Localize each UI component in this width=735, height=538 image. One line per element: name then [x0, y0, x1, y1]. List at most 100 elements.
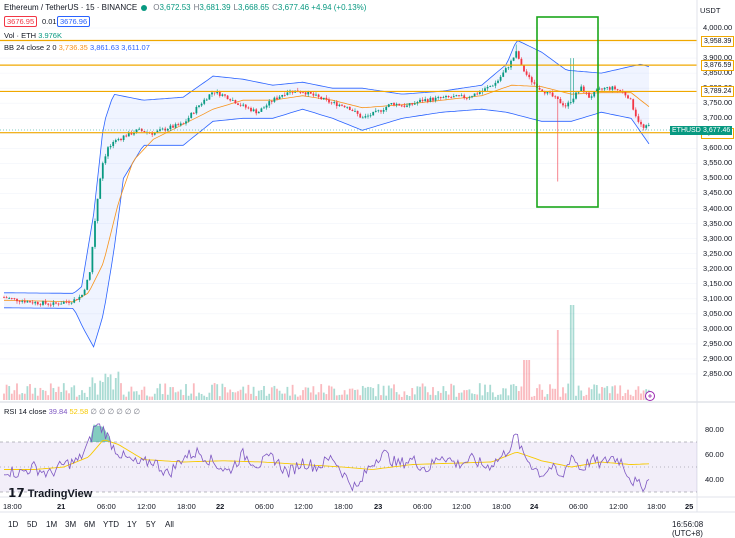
- range-button-6m[interactable]: 6M: [84, 520, 96, 529]
- candle-body: [244, 104, 247, 108]
- volume-bar: [588, 387, 590, 400]
- volume-bar: [346, 394, 349, 400]
- candle-body: [317, 94, 320, 97]
- level-tag: 3,958.39: [701, 35, 735, 47]
- volume-bar: [161, 394, 164, 400]
- volume-bar: [13, 390, 16, 400]
- volume-bar: [554, 388, 557, 400]
- candle-body: [619, 89, 622, 91]
- low-label: L: [233, 3, 238, 12]
- volume-bar: [325, 394, 328, 400]
- volume-bar: [398, 394, 401, 400]
- candle-body: [117, 138, 120, 141]
- range-button-3m[interactable]: 3M: [65, 520, 77, 529]
- volume-bar: [507, 395, 510, 400]
- candle-body: [452, 96, 455, 98]
- volume-bar: [18, 394, 21, 400]
- candle-body: [463, 95, 466, 99]
- volume-bar: [5, 384, 8, 400]
- range-button-all[interactable]: All: [165, 520, 174, 529]
- candle-body: [182, 123, 185, 125]
- price-tick: 3,700.00: [703, 113, 733, 123]
- candle-body: [647, 124, 650, 126]
- volume-bar: [242, 386, 245, 400]
- candle-body: [78, 296, 81, 300]
- range-button-1y[interactable]: 1Y: [127, 520, 137, 529]
- volume-bar: [195, 396, 198, 400]
- candle-body: [562, 103, 564, 106]
- candle-body: [55, 302, 57, 304]
- candle-body: [624, 92, 627, 96]
- volume-bar: [520, 386, 523, 400]
- candle-body: [322, 97, 325, 100]
- time-tick: 18:00: [492, 502, 511, 511]
- buy-price-button[interactable]: 3676.96: [57, 16, 91, 27]
- range-button-5y[interactable]: 5Y: [146, 520, 156, 529]
- price-tick: 3,750.00: [703, 98, 733, 108]
- candle-body: [580, 86, 583, 92]
- volume-bar: [57, 386, 60, 400]
- candle-body: [86, 279, 89, 290]
- volume-bar: [23, 393, 26, 400]
- range-button-ytd[interactable]: YTD: [103, 520, 119, 529]
- volume-bar: [406, 394, 408, 400]
- candle-body: [419, 99, 421, 103]
- candle-body: [330, 102, 333, 104]
- rsi-ma-line: [4, 439, 650, 470]
- candle-body: [265, 105, 268, 108]
- volume-bar: [99, 380, 102, 400]
- volume-bar: [83, 392, 86, 400]
- volume-bar: [429, 394, 432, 400]
- price-tick: 2,850.00: [703, 368, 733, 378]
- volume-bar: [172, 387, 174, 400]
- range-button-5d[interactable]: 5D: [27, 520, 38, 529]
- price-tick: 3,550.00: [703, 158, 733, 168]
- volume-bar: [517, 391, 520, 400]
- volume-bar: [632, 396, 635, 400]
- candle-body: [255, 109, 258, 114]
- sell-price-button[interactable]: 3676.95: [4, 16, 38, 27]
- rsi-legend[interactable]: RSI 14 close 39.84 52.58 ∅ ∅ ∅ ∅ ∅ ∅: [4, 407, 140, 416]
- volume-bar: [315, 394, 317, 400]
- volume-bar: [439, 392, 442, 400]
- candle-body: [320, 96, 323, 100]
- volume-bar: [335, 395, 338, 400]
- range-button-1d[interactable]: 1D: [8, 520, 19, 529]
- candle-body: [627, 95, 629, 99]
- symbol-title[interactable]: Ethereum / TetherUS · 15 · BINANCE: [4, 3, 138, 12]
- volume-bar: [169, 387, 172, 400]
- volume-bar: [356, 389, 359, 400]
- volume-bar: [369, 387, 372, 400]
- range-button-1m[interactable]: 1M: [46, 520, 58, 529]
- time-tick: 24: [530, 502, 539, 511]
- candle-body: [257, 111, 260, 114]
- volume-bar: [8, 386, 11, 400]
- candle-body: [403, 105, 406, 107]
- candle-body: [559, 98, 562, 104]
- tradingview-logo[interactable]: 𝟭𝟳 TradingView: [8, 486, 92, 500]
- candle-body: [104, 156, 107, 164]
- candle-body: [325, 97, 328, 100]
- volume-bar: [127, 391, 130, 400]
- volume-legend[interactable]: Vol · ETH 3.976K: [4, 31, 62, 40]
- currency-label[interactable]: USDT: [700, 6, 721, 15]
- volume-bar: [460, 392, 463, 400]
- candle-body: [530, 77, 533, 83]
- price-tick: 3,600.00: [703, 143, 733, 153]
- volume-bar: [434, 395, 437, 400]
- volume-bar: [585, 394, 588, 400]
- candle-body: [473, 93, 476, 97]
- volume-bar: [452, 385, 455, 400]
- volume-bar: [606, 386, 609, 400]
- timezone-label[interactable]: 16:56:08 (UTC+8): [672, 520, 704, 538]
- price-tick: 4,000.00: [703, 23, 733, 32]
- price-tick: 3,100.00: [703, 293, 733, 303]
- volume-bar: [499, 394, 502, 400]
- candle-body: [31, 302, 34, 304]
- candle-body: [408, 103, 411, 106]
- candle-body: [390, 102, 393, 105]
- bollinger-legend[interactable]: BB 24 close 2 0 3,736.35 3,861.63 3,611.…: [4, 43, 150, 52]
- volume-bar: [44, 390, 47, 400]
- candle-body: [380, 110, 382, 112]
